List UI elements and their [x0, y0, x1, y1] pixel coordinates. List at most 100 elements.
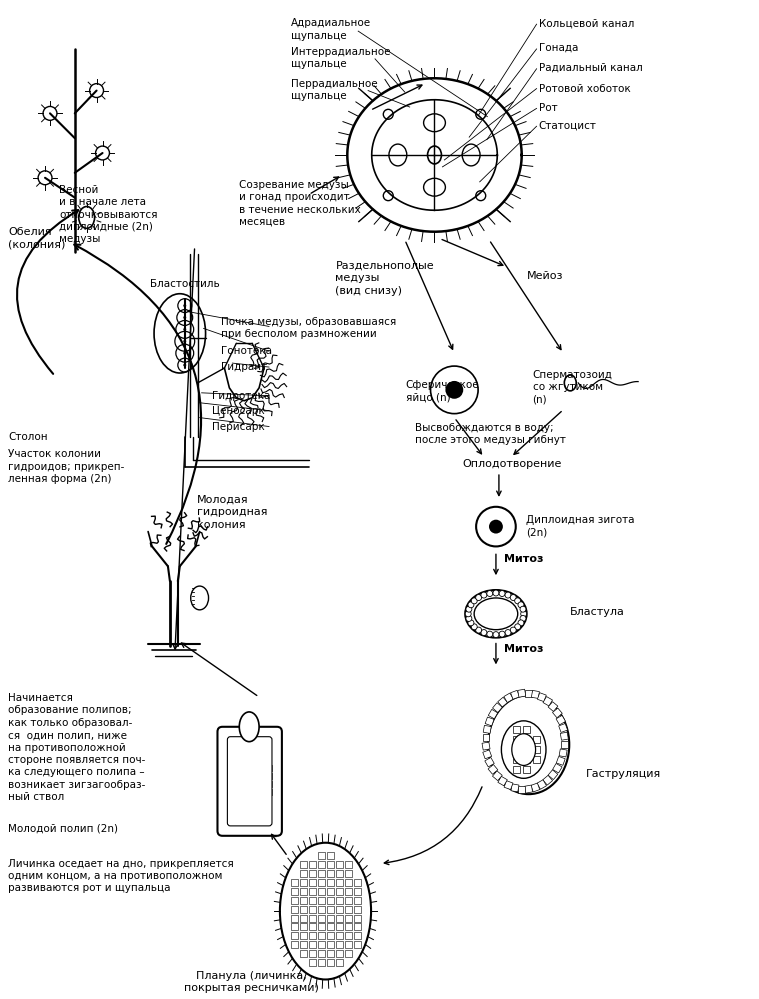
Bar [231, 757, 238, 763]
Bar [245, 805, 251, 811]
Ellipse shape [239, 712, 259, 741]
Text: Высвобождаются в воду;
после этого медузы гибнут: Высвобождаются в воду; после этого медуз… [414, 423, 565, 445]
Circle shape [493, 590, 499, 596]
Bar [556, 715, 565, 725]
Bar [488, 709, 498, 719]
Bar [309, 959, 316, 966]
Bar [309, 950, 316, 957]
Bar [245, 789, 251, 795]
Bar [327, 870, 334, 877]
Circle shape [466, 615, 472, 621]
Bar [318, 897, 325, 904]
Bar [485, 757, 494, 767]
Bar [245, 749, 251, 755]
Bar [291, 941, 298, 948]
Bar [238, 749, 244, 755]
Bar [291, 923, 298, 930]
Text: Перрадиальное
щупальце: Перрадиальное щупальце [291, 79, 377, 101]
Bar [327, 906, 334, 913]
Bar [252, 773, 258, 779]
Bar [309, 923, 316, 930]
Bar [498, 697, 508, 707]
Text: Весной
и в начале лета
отпочковываются
диплоидные (2n)
медузы: Весной и в начале лета отпочковываются д… [59, 185, 157, 245]
Bar [238, 741, 244, 747]
Bar [336, 870, 343, 877]
Bar [556, 756, 565, 765]
Bar [259, 749, 265, 755]
Bar [318, 959, 325, 966]
Text: Начинается
образование полипов;
как только образовал-
ся  один полип, ниже
на пр: Начинается образование полипов; как толь… [8, 693, 146, 802]
Text: Оплодотворение: Оплодотворение [462, 460, 562, 470]
Bar [548, 770, 558, 779]
Bar [525, 689, 532, 696]
Bar [518, 689, 526, 697]
Text: Почка медузы, образовавшаяся
при бесполом размножении: Почка медузы, образовавшаяся при бесполо… [222, 317, 397, 339]
Bar [231, 773, 238, 779]
Text: Гаструляция: Гаструляция [586, 769, 661, 779]
Bar [291, 879, 298, 886]
Text: Созревание медузы
и гонад происходит
в течение нескольких
месяцев: Созревание медузы и гонад происходит в т… [239, 180, 361, 227]
Bar [327, 941, 334, 948]
Bar [301, 906, 307, 913]
Bar [301, 941, 307, 948]
Bar [238, 805, 244, 811]
Bar [309, 861, 316, 868]
Bar [559, 723, 568, 732]
Circle shape [476, 594, 482, 600]
Circle shape [520, 615, 526, 621]
Bar [513, 736, 520, 743]
Bar [252, 757, 258, 763]
Bar [354, 932, 361, 939]
Bar [537, 692, 546, 701]
Text: Гонада: Гонада [539, 43, 578, 53]
Bar [345, 923, 351, 930]
Bar [318, 861, 325, 868]
Circle shape [515, 623, 521, 629]
Circle shape [466, 606, 472, 612]
Circle shape [481, 592, 487, 598]
Bar [561, 741, 568, 748]
Bar [231, 765, 238, 771]
Bar [245, 741, 251, 747]
Bar [259, 773, 265, 779]
Bar [513, 756, 520, 763]
Text: Кольцевой канал: Кольцевой канал [539, 18, 634, 28]
Bar [523, 726, 530, 733]
Text: Ценосарк: Ценосарк [212, 406, 264, 416]
Circle shape [471, 597, 477, 603]
Circle shape [476, 627, 482, 633]
Bar [266, 781, 272, 787]
Circle shape [493, 631, 499, 637]
Circle shape [183, 352, 186, 355]
Bar [345, 870, 351, 877]
Bar [345, 932, 351, 939]
Text: Планула (личинка,
покрытая ресничками): Планула (личинка, покрытая ресничками) [184, 971, 319, 993]
Bar [336, 959, 343, 966]
Bar [327, 959, 334, 966]
Bar [259, 781, 265, 787]
Bar [345, 914, 351, 921]
Bar [560, 732, 568, 740]
Bar [238, 757, 244, 763]
Bar [309, 914, 316, 921]
Text: Интеррадиальное
щупальце: Интеррадиальное щупальце [291, 47, 390, 69]
Bar [266, 789, 272, 795]
Bar [238, 797, 244, 803]
Circle shape [183, 364, 186, 367]
Bar [309, 870, 316, 877]
Circle shape [510, 594, 516, 600]
Circle shape [510, 627, 516, 633]
Text: Гидротека: Гидротека [212, 391, 270, 401]
Text: Митоз: Митоз [504, 643, 543, 653]
Bar [309, 888, 316, 895]
Circle shape [471, 623, 477, 629]
Text: Ротовой хоботок: Ротовой хоботок [539, 84, 630, 94]
Bar [301, 879, 307, 886]
Ellipse shape [465, 590, 527, 637]
Bar [488, 764, 498, 774]
Bar [238, 781, 244, 787]
Circle shape [489, 519, 503, 533]
Text: Обелия
(колония): Обелия (колония) [8, 228, 66, 250]
Bar [336, 950, 343, 957]
FancyBboxPatch shape [228, 736, 272, 826]
